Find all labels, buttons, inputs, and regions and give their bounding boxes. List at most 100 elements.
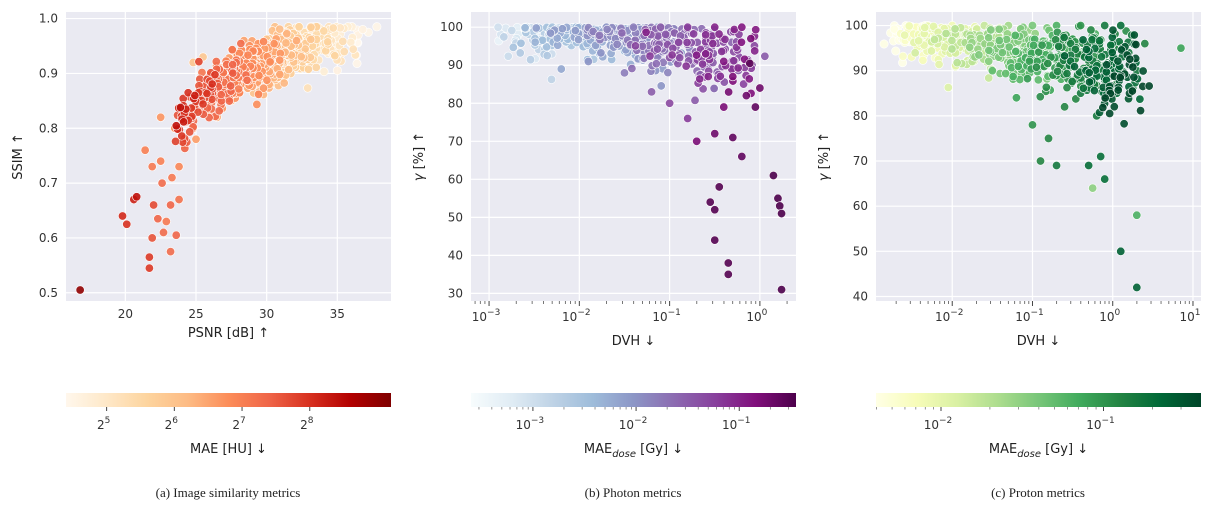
data-point — [934, 59, 944, 69]
data-point — [1116, 21, 1126, 31]
data-point — [358, 25, 368, 35]
data-point — [75, 285, 85, 295]
data-point — [1024, 56, 1034, 66]
data-point — [898, 51, 908, 61]
data-point — [719, 102, 729, 112]
x-tick-label: 10−1 — [1015, 308, 1044, 324]
data-point — [1132, 210, 1142, 220]
data-point — [1095, 36, 1105, 46]
y-tick-label: 0.6 — [39, 231, 58, 245]
data-point — [228, 60, 238, 70]
data-point — [570, 26, 580, 36]
data-point — [710, 129, 720, 139]
data-point — [214, 106, 224, 116]
data-point — [656, 22, 666, 32]
data-point — [768, 171, 778, 181]
data-point — [692, 136, 702, 146]
data-point — [306, 34, 316, 44]
data-point — [1069, 62, 1079, 72]
y-axis-label: γ [%] ↑ — [817, 132, 832, 181]
scatter-points — [879, 21, 1186, 292]
data-point — [710, 205, 720, 215]
y-tick-label: 50 — [448, 210, 463, 224]
data-point — [328, 23, 338, 33]
data-point — [530, 37, 540, 47]
data-point — [947, 44, 957, 54]
data-point — [745, 58, 755, 68]
data-point — [1097, 52, 1107, 62]
data-point — [175, 102, 185, 112]
colorbar — [876, 393, 1201, 407]
y-axis-label: γ [%] ↑ — [412, 132, 427, 181]
data-point — [879, 39, 889, 49]
data-point — [1140, 39, 1150, 49]
data-point — [929, 35, 939, 45]
data-point — [675, 53, 685, 63]
data-point — [157, 178, 167, 188]
data-point — [262, 75, 272, 85]
data-point — [259, 37, 269, 47]
data-point — [526, 55, 536, 65]
data-point — [531, 23, 541, 33]
data-point — [681, 61, 691, 71]
data-point — [538, 35, 548, 45]
data-point — [1070, 44, 1080, 54]
x-axis-label: DVH ↓ — [1017, 334, 1060, 349]
data-point — [520, 23, 530, 33]
colorbar-label: MAEdose [Gy] ↓ — [584, 442, 683, 460]
data-point — [984, 56, 994, 66]
data-point — [987, 66, 997, 76]
data-point — [900, 30, 910, 40]
data-point — [207, 79, 217, 89]
data-point — [773, 193, 783, 203]
data-point — [166, 200, 176, 210]
data-point — [602, 24, 612, 34]
data-point — [651, 59, 661, 69]
data-point — [1107, 47, 1117, 57]
data-point — [777, 209, 787, 219]
data-point — [1076, 21, 1086, 31]
data-point — [645, 51, 655, 61]
data-point — [507, 25, 517, 35]
y-tick-label: 1.0 — [39, 12, 58, 26]
data-point — [1089, 86, 1099, 96]
data-point — [683, 22, 693, 32]
data-point — [1136, 106, 1146, 116]
data-point — [656, 81, 666, 91]
data-point — [1106, 40, 1116, 50]
y-tick-label: 80 — [448, 96, 463, 110]
data-point — [701, 49, 711, 59]
data-point — [943, 83, 953, 93]
data-point — [339, 47, 349, 57]
data-point — [338, 36, 348, 46]
data-point — [1117, 45, 1127, 55]
data-point — [929, 21, 939, 31]
data-point — [1052, 161, 1062, 171]
data-point — [284, 65, 294, 75]
data-point — [1135, 94, 1145, 104]
data-point — [156, 112, 166, 122]
data-point — [1115, 73, 1125, 83]
y-tick-label: 0.9 — [39, 66, 58, 80]
colorbar-tick-label: 28 — [300, 416, 314, 432]
data-point — [1062, 83, 1072, 93]
data-point — [1100, 174, 1110, 184]
data-point — [682, 38, 692, 48]
y-tick-label: 30 — [448, 286, 463, 300]
data-point — [1013, 61, 1023, 71]
chart-panel-3: 10−2 10−1 100 101 40 50 60 70 80 90 100 DVH ↓ γ [%] … — [817, 12, 1201, 500]
data-point — [1176, 43, 1186, 53]
data-point — [918, 55, 928, 65]
data-point — [984, 33, 994, 43]
data-point — [710, 235, 720, 245]
data-point — [741, 91, 751, 101]
data-point — [724, 87, 734, 97]
scatter-points — [75, 22, 382, 295]
data-point — [674, 37, 684, 47]
x-tick-label: 35 — [330, 307, 345, 321]
data-point — [254, 89, 264, 99]
data-point — [132, 192, 142, 202]
data-point — [692, 50, 702, 60]
data-point — [508, 42, 518, 52]
